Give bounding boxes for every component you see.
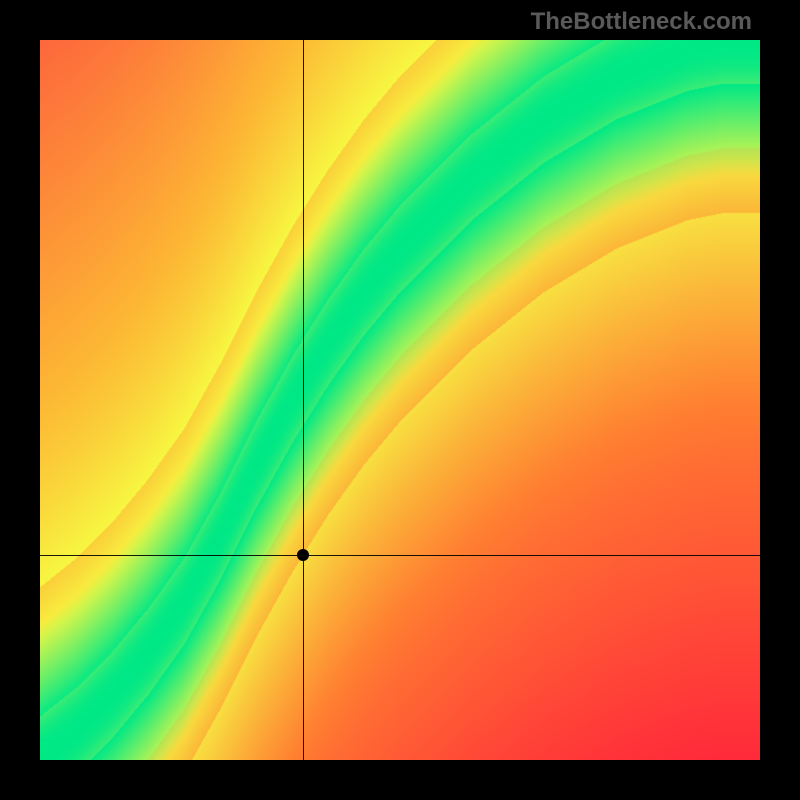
crosshair-marker (297, 549, 309, 561)
plot-area (40, 40, 760, 760)
watermark-text: TheBottleneck.com (531, 8, 752, 36)
chart-container: TheBottleneck.com (0, 0, 800, 800)
crosshair-vertical (303, 40, 304, 760)
crosshair-horizontal (40, 555, 760, 556)
heatmap-canvas (40, 40, 760, 760)
